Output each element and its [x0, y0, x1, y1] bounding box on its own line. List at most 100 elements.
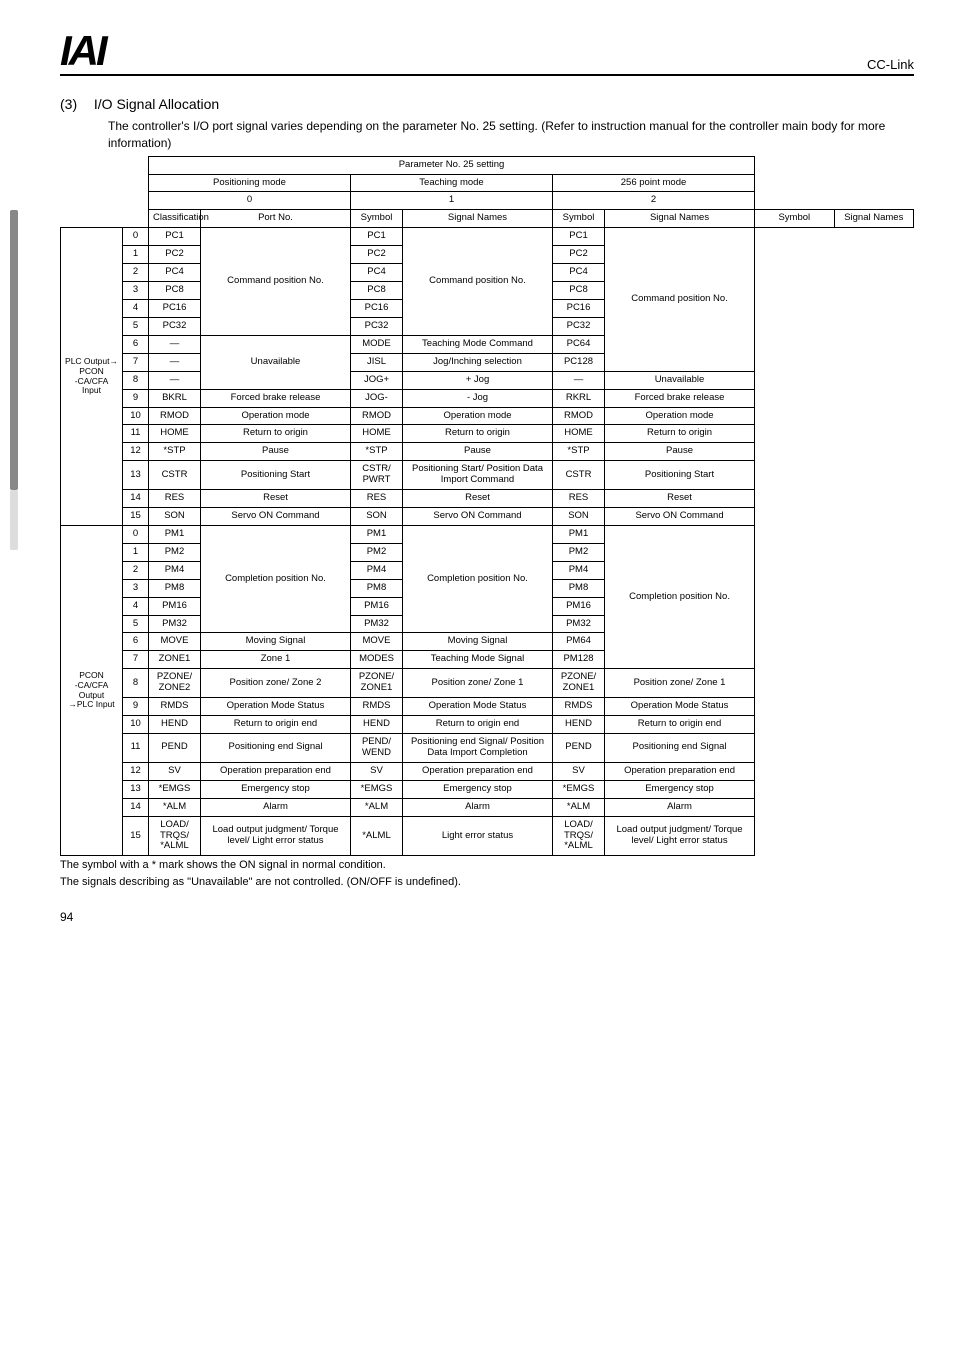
sym-0: CSTR	[149, 461, 201, 490]
port-no: 7	[123, 651, 149, 669]
table-row: 14*ALMAlarm*ALMAlarm*ALMAlarm	[61, 798, 914, 816]
sym-2: PM2	[553, 543, 605, 561]
sym-2: PC4	[553, 264, 605, 282]
sym-0: PM1	[149, 525, 201, 543]
sig-1: + Jog	[403, 371, 553, 389]
sig-0: Positioning Start	[201, 461, 351, 490]
sig-0: Moving Signal	[201, 633, 351, 651]
sym-2: *STP	[553, 443, 605, 461]
sig-0-span: Command position No.	[201, 228, 351, 336]
sig-1: Positioning end Signal/ Position Data Im…	[403, 734, 553, 763]
sym-1: *ALML	[351, 816, 403, 856]
sym-1: PM1	[351, 525, 403, 543]
sig-0: Reset	[201, 490, 351, 508]
sym-0: PC1	[149, 228, 201, 246]
sym-2: *ALM	[553, 798, 605, 816]
sym-2: PC16	[553, 299, 605, 317]
sym-2: RMOD	[553, 407, 605, 425]
sig-1: Operation mode	[403, 407, 553, 425]
sig-1: Jog/Inching selection	[403, 353, 553, 371]
sym-h-2: Symbol	[755, 210, 834, 228]
sym-2: HOME	[553, 425, 605, 443]
sym-2: RMDS	[553, 698, 605, 716]
sym-0: ―	[149, 335, 201, 353]
sym-2: PC64	[553, 335, 605, 353]
sym-1: PM8	[351, 579, 403, 597]
port-no: 8	[123, 371, 149, 389]
sym-0: PC8	[149, 282, 201, 300]
sym-1: JOG+	[351, 371, 403, 389]
sym-0: HOME	[149, 425, 201, 443]
sym-1: PM16	[351, 597, 403, 615]
sym-1: PC8	[351, 282, 403, 300]
io-allocation-table: Parameter No. 25 setting Positioning mod…	[60, 156, 914, 857]
port-label: Port No.	[201, 210, 351, 228]
sym-2: SV	[553, 762, 605, 780]
table-row-param: Parameter No. 25 setting	[61, 156, 914, 174]
sym-1: JOG-	[351, 389, 403, 407]
sig-2: Operation Mode Status	[605, 698, 755, 716]
sym-2: PZONE/ ZONE1	[553, 669, 605, 698]
sym-2: PC8	[553, 282, 605, 300]
sym-2: LOAD/ TRQS/ *ALML	[553, 816, 605, 856]
sym-1: MODES	[351, 651, 403, 669]
footnote-1: The symbol with a * mark shows the ON si…	[60, 858, 914, 873]
sym-1: PM4	[351, 561, 403, 579]
port-no: 12	[123, 443, 149, 461]
sig-0: Positioning end Signal	[201, 734, 351, 763]
table-row: 6―UnavailableMODETeaching Mode CommandPC…	[61, 335, 914, 353]
port-no: 11	[123, 734, 149, 763]
sig-1: Light error status	[403, 816, 553, 856]
sym-0: SON	[149, 508, 201, 526]
sym-0: SV	[149, 762, 201, 780]
page-header: IAI CC-Link	[60, 30, 914, 76]
table-row: PLC Output→ PCON -CA/CFA Input0PC1Comman…	[61, 228, 914, 246]
sym-1: JISL	[351, 353, 403, 371]
sig-2: Servo ON Command	[605, 508, 755, 526]
sym-1: PM2	[351, 543, 403, 561]
sig-0: Position zone/ Zone 2	[201, 669, 351, 698]
sym-2: PM4	[553, 561, 605, 579]
table-row: 7―JISLJog/Inching selectionPC128	[61, 353, 914, 371]
sym-2: PM16	[553, 597, 605, 615]
side-tab-label: 4. PCON-CA/CFA	[0, 253, 2, 340]
table-row-classport: Classification Port No. Symbol Signal Na…	[61, 210, 914, 228]
port-no: 8	[123, 669, 149, 698]
sig-2: Position zone/ Zone 1	[605, 669, 755, 698]
sig-1: Alarm	[403, 798, 553, 816]
sym-0: PEND	[149, 734, 201, 763]
table-row: 6MOVEMoving SignalMOVEMoving SignalPM64	[61, 633, 914, 651]
sig-1-span: Completion position No.	[403, 525, 553, 633]
sym-0: PC2	[149, 246, 201, 264]
sym-0: ZONE1	[149, 651, 201, 669]
table-row: 11PENDPositioning end SignalPEND/ WENDPo…	[61, 734, 914, 763]
sym-0: *ALM	[149, 798, 201, 816]
sig-0: Load output judgment/ Torque level/ Ligh…	[201, 816, 351, 856]
table-row-modes: Positioning mode Teaching mode 256 point…	[61, 174, 914, 192]
sym-1: SON	[351, 508, 403, 526]
brand-logo: IAI	[60, 30, 105, 72]
mode-1: Teaching mode	[351, 174, 553, 192]
sig-2: Operation preparation end	[605, 762, 755, 780]
sym-0: ―	[149, 371, 201, 389]
sym-1: *EMGS	[351, 780, 403, 798]
table-row: PCON -CA/CFA Output →PLC Input0PM1Comple…	[61, 525, 914, 543]
side-accent-bar-dark	[10, 210, 18, 490]
sym-2: PC2	[553, 246, 605, 264]
sym-1: MODE	[351, 335, 403, 353]
sig-2-span: Completion position No.	[605, 525, 755, 668]
sym-0: PC16	[149, 299, 201, 317]
sym-1: MOVE	[351, 633, 403, 651]
sig-1: Moving Signal	[403, 633, 553, 651]
sig-0-unavail: Unavailable	[201, 335, 351, 389]
sym-h-1: Symbol	[553, 210, 605, 228]
sym-2: PM128	[553, 651, 605, 669]
sig-1: - Jog	[403, 389, 553, 407]
section-title: (3) I/O Signal Allocation	[60, 96, 914, 112]
sig-0: Operation Mode Status	[201, 698, 351, 716]
port-no: 1	[123, 543, 149, 561]
sym-1: RMDS	[351, 698, 403, 716]
sym-2: RKRL	[553, 389, 605, 407]
sym-1: CSTR/ PWRT	[351, 461, 403, 490]
sig-0: Servo ON Command	[201, 508, 351, 526]
